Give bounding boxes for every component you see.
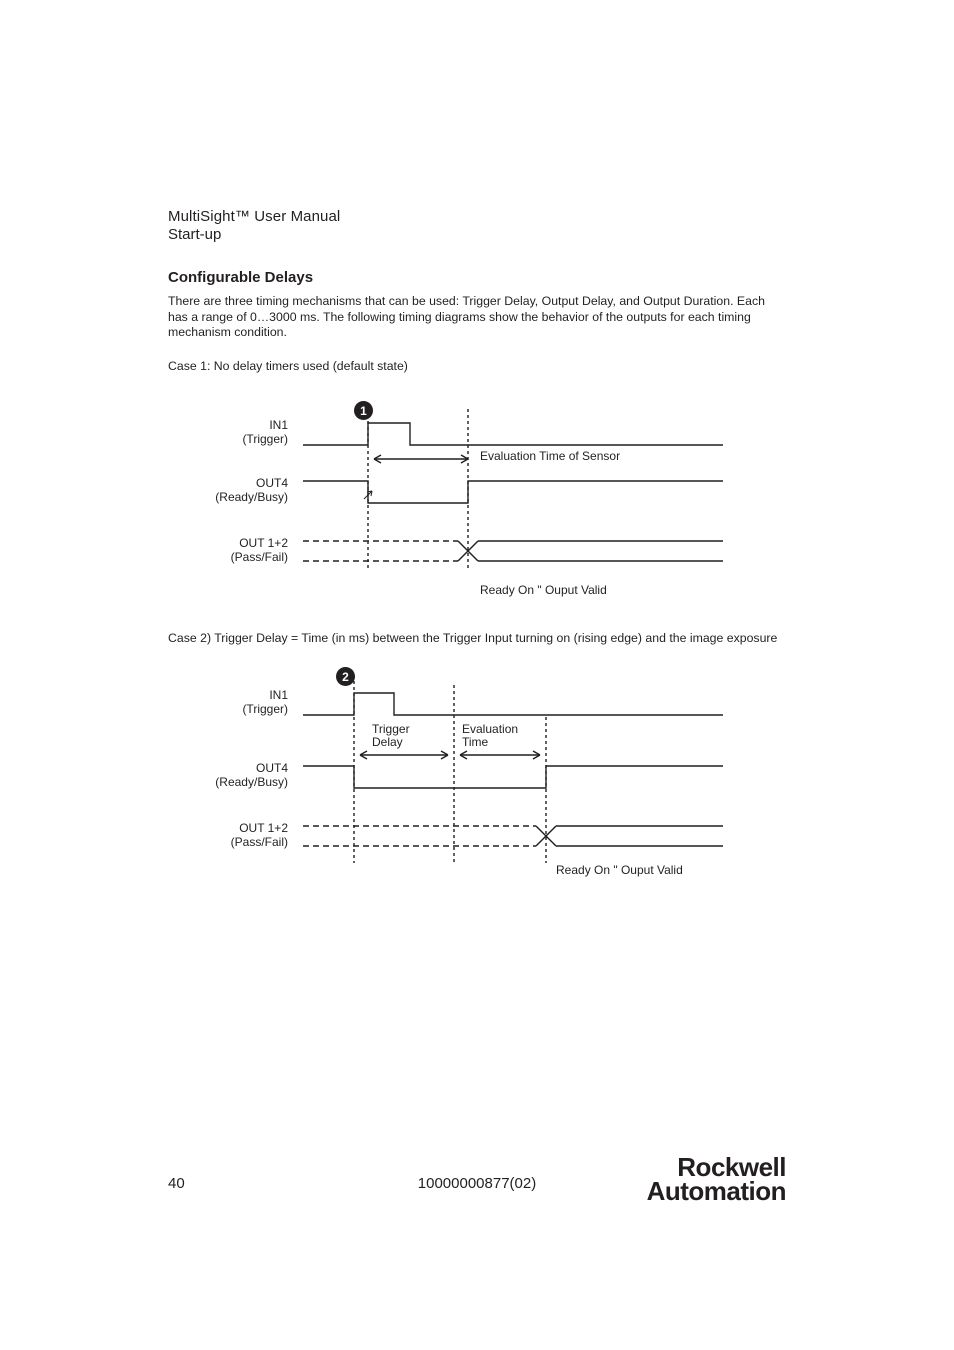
timing-diagram-2: 2 IN1 (Trigger) OUT4 (Ready/Busy) OUT 1+… bbox=[168, 663, 788, 893]
timing-svg-2 bbox=[168, 663, 788, 883]
doc-title: MultiSight™ User Manual bbox=[168, 208, 788, 225]
case2-label: Case 2) Trigger Delay = Time (in ms) bet… bbox=[168, 631, 788, 645]
page-content: MultiSight™ User Manual Start-up Configu… bbox=[168, 208, 788, 893]
case1-label: Case 1: No delay timers used (default st… bbox=[168, 359, 788, 373]
timing-diagram-1: 1 IN1 (Trigger) OUT4 (Ready/Busy) OUT 1+… bbox=[168, 393, 788, 613]
doc-subtitle: Start-up bbox=[168, 226, 788, 243]
section-intro: There are three timing mechanisms that c… bbox=[168, 294, 788, 341]
section-heading: Configurable Delays bbox=[168, 269, 788, 286]
rockwell-logo: Rockwell Automation bbox=[647, 1155, 786, 1204]
timing-svg-1 bbox=[168, 393, 788, 603]
logo-line-2: Automation bbox=[647, 1179, 786, 1204]
doc-code: 10000000877(02) bbox=[0, 1175, 954, 1192]
